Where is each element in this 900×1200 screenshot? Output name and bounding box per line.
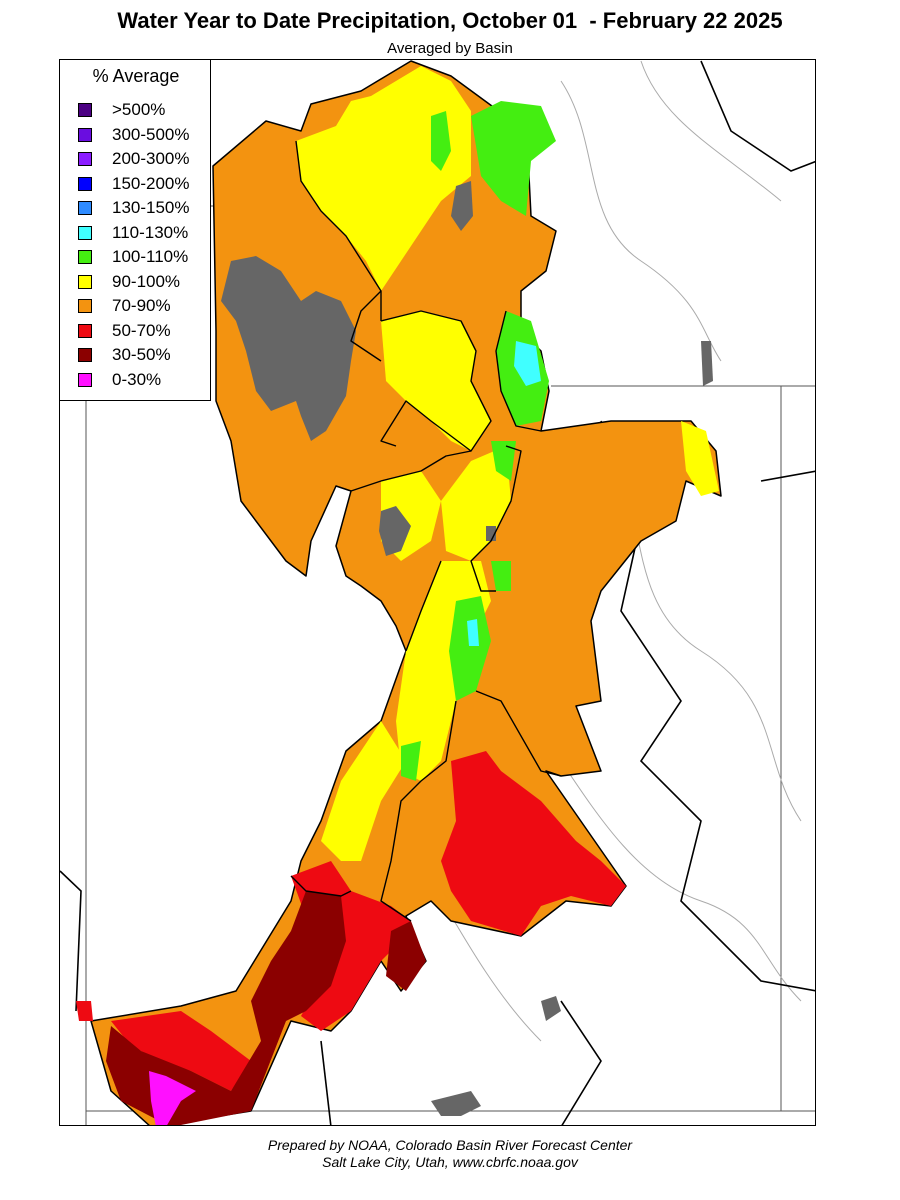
legend-item: 130-150% — [78, 196, 190, 221]
footer: Prepared by NOAA, Colorado Basin River F… — [0, 1137, 900, 1171]
legend-item: 70-90% — [78, 294, 190, 319]
legend-label: 100-110% — [112, 247, 189, 267]
legend-swatch — [78, 176, 92, 191]
legend-item: 110-130% — [78, 221, 190, 246]
legend-label: 130-150% — [112, 198, 190, 218]
legend-label: 150-200% — [112, 173, 190, 193]
outer-basin-lines — [60, 60, 815, 1125]
legend-swatch — [78, 323, 92, 338]
legend-item: 100-110% — [78, 245, 190, 270]
legend-item: 50-70% — [78, 319, 190, 344]
legend-label: 30-50% — [112, 345, 171, 365]
legend-items: >500% 300-500% 200-300% 150-200% 130-150… — [78, 98, 190, 392]
legend-item: 30-50% — [78, 343, 190, 368]
legend-label: 70-90% — [112, 296, 171, 316]
legend-item: 0-30% — [78, 368, 190, 393]
legend-swatch — [78, 274, 92, 289]
legend-swatch — [78, 372, 92, 387]
legend-item: >500% — [78, 98, 190, 123]
legend-item: 300-500% — [78, 123, 190, 148]
cyan-regions — [467, 341, 541, 646]
footer-line-1: Prepared by NOAA, Colorado Basin River F… — [267, 1137, 633, 1153]
legend-swatch — [78, 201, 92, 216]
legend-label: 200-300% — [112, 149, 190, 169]
green-regions — [401, 101, 556, 781]
legend-swatch — [78, 152, 92, 167]
legend-swatch — [78, 348, 92, 363]
legend: % Average >500% 300-500% 200-300% 150-20… — [59, 59, 211, 401]
inner-basin-lines — [290, 140, 562, 922]
legend-label: 50-70% — [112, 320, 171, 340]
legend-swatch — [78, 225, 92, 240]
legend-swatch — [78, 250, 92, 265]
legend-title: % Average — [92, 66, 180, 86]
legend-label: >500% — [112, 100, 166, 120]
precipitation-map — [59, 59, 816, 1126]
legend-item: 200-300% — [78, 147, 190, 172]
footer-line-2: Salt Lake City, Utah, www.cbrfc.noaa.gov — [322, 1154, 578, 1170]
map-subtitle: Averaged by Basin — [387, 40, 513, 57]
darkred-regions — [106, 891, 426, 1125]
map-title: Water Year to Date Precipitation, Octobe… — [117, 8, 783, 33]
legend-item: 90-100% — [78, 270, 190, 295]
magenta-region — [149, 1071, 196, 1125]
legend-swatch — [78, 299, 92, 314]
legend-label: 110-130% — [112, 222, 189, 242]
legend-swatch — [78, 103, 92, 118]
legend-swatch — [78, 127, 92, 142]
legend-label: 90-100% — [112, 271, 181, 291]
legend-label: 300-500% — [112, 124, 190, 144]
legend-item: 150-200% — [78, 172, 190, 197]
legend-label: 0-30% — [112, 369, 162, 389]
gray-lakes — [221, 181, 713, 1116]
